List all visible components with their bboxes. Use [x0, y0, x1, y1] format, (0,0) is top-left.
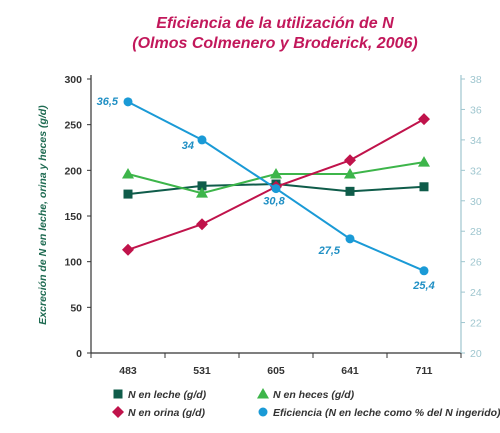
- left-tick-label: 50: [70, 302, 82, 314]
- legend-marker: [112, 406, 124, 418]
- legend-item: N en leche (g/d): [113, 389, 207, 401]
- data-point: [123, 97, 133, 107]
- right-tick-label: 36: [470, 104, 482, 116]
- left-tick-label: 300: [64, 74, 82, 86]
- legend-marker: [257, 388, 269, 399]
- right-tick-label: 24: [470, 287, 482, 299]
- left-tick-label: 200: [64, 165, 82, 177]
- data-point: [196, 187, 208, 198]
- legend-label: Eficiencia (N en leche como % del N inge…: [273, 407, 500, 419]
- data-point: [122, 243, 134, 256]
- left-tick-label: 100: [64, 257, 82, 269]
- right-tick-label: 26: [470, 257, 482, 269]
- data-point: [122, 167, 134, 179]
- x-tick-label: 641: [341, 365, 359, 377]
- data-point: [419, 266, 429, 276]
- data-point: [271, 184, 281, 194]
- data-label: 34: [182, 140, 194, 152]
- right-tick-label: 32: [470, 165, 482, 177]
- right-tick-label: 22: [470, 318, 482, 330]
- legend-label: N en orina (g/d): [128, 407, 206, 419]
- left-tick-label: 0: [76, 348, 82, 360]
- data-point: [196, 218, 208, 231]
- data-point: [345, 234, 355, 244]
- data-point: [344, 167, 356, 179]
- x-tick-label: 483: [119, 365, 137, 377]
- chart-title: Eficiencia de la utilización de N: [156, 15, 394, 32]
- left-tick-label: 150: [64, 211, 82, 223]
- plot-area: 0 50 100 150 200 250 300 20 22 24 26 28 30 32 34 36 38 48…: [64, 74, 481, 377]
- legend-item: N en heces (g/d): [257, 388, 355, 401]
- data-point: [344, 154, 356, 167]
- legend-marker: [258, 407, 268, 417]
- data-point: [270, 167, 282, 179]
- legend-item: N en orina (g/d): [112, 406, 206, 419]
- data-point: [418, 156, 430, 167]
- right-tick-label: 20: [470, 348, 482, 360]
- data-point: [345, 186, 355, 196]
- data-point: [419, 182, 429, 192]
- x-tick-label: 531: [193, 365, 211, 377]
- right-tick-label: 34: [470, 135, 482, 147]
- legend-marker: [113, 389, 123, 399]
- x-tick-label: 605: [267, 365, 285, 377]
- legend-label: N en heces (g/d): [273, 389, 355, 401]
- right-tick-label: 38: [470, 74, 482, 86]
- y-axis-label: Excreción de N en leche, orina y heces (…: [37, 105, 49, 325]
- left-tick-label: 250: [64, 120, 82, 132]
- right-tick-label: 28: [470, 226, 482, 238]
- data-point: [197, 135, 207, 145]
- data-label: 25,4: [412, 280, 434, 292]
- legend: N en leche (g/d) N en heces (g/d) N en ori…: [112, 388, 500, 419]
- data-label: 30,8: [263, 196, 285, 208]
- data-point: [418, 113, 430, 126]
- data-point: [123, 189, 133, 199]
- x-tick-label: 711: [416, 365, 433, 377]
- chart-subtitle: (Olmos Colmenero y Broderick, 2006): [132, 35, 417, 52]
- series-eficiencia-n-en-leche: 36,5 34 30,8 27,5 25,4: [97, 96, 435, 292]
- legend-item: Eficiencia (N en leche como % del N inge…: [258, 407, 500, 419]
- data-label: 27,5: [318, 245, 341, 257]
- series-n-en-heces-g: [122, 156, 430, 198]
- data-label: 36,5: [97, 96, 119, 108]
- right-tick-label: 30: [470, 196, 482, 208]
- data-point: [197, 181, 207, 191]
- legend-label: N en leche (g/d): [128, 389, 207, 401]
